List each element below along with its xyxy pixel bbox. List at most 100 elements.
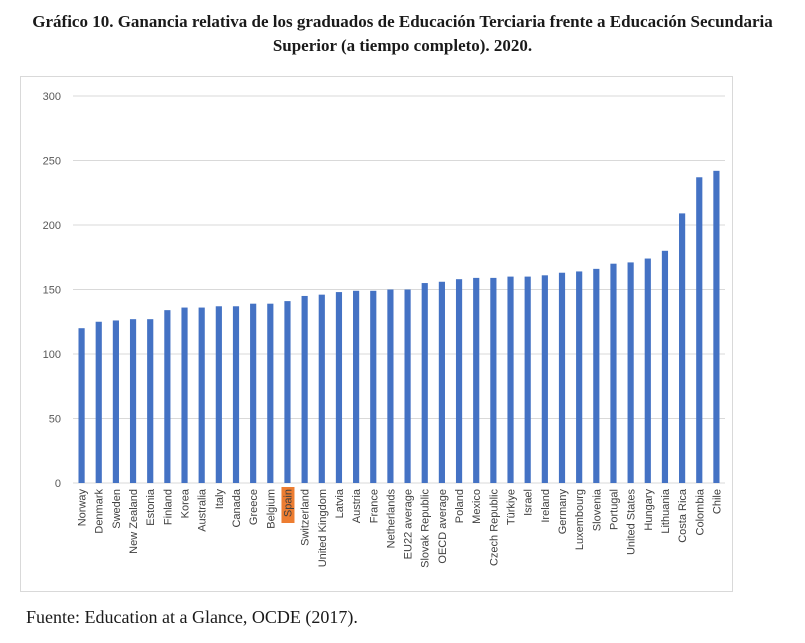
y-tick-label: 250 bbox=[43, 156, 61, 168]
category-label: Finland bbox=[162, 489, 174, 525]
y-axis: 0 50 100 150 200 250 300 bbox=[43, 91, 61, 490]
category-label-group: Czech Republic bbox=[488, 489, 500, 567]
category-label-group: United Kingdom bbox=[317, 489, 329, 567]
bar-chile bbox=[713, 170, 720, 483]
category-label: Mexico bbox=[471, 489, 483, 524]
category-label: Korea bbox=[180, 488, 192, 518]
category-label: United Kingdom bbox=[317, 489, 329, 567]
bar-latvia bbox=[335, 292, 343, 483]
category-label-group: Sweden bbox=[111, 489, 123, 529]
category-label: Belgium bbox=[265, 489, 277, 529]
category-label-group: United States bbox=[626, 489, 638, 556]
category-label-group: Greece bbox=[248, 489, 260, 525]
bar-france bbox=[370, 290, 377, 483]
bar-slovenia bbox=[593, 268, 600, 483]
category-label-group: Slovenia bbox=[591, 488, 603, 531]
category-label-group: New Zealand bbox=[128, 489, 140, 554]
category-label: Colombia bbox=[694, 488, 706, 535]
chart-frame: 0 50 100 150 200 250 300 Norway Denmark Sweden Ne… bbox=[20, 76, 733, 592]
category-label: Austria bbox=[351, 488, 363, 523]
category-label: Lithuania bbox=[660, 488, 672, 534]
category-label: France bbox=[368, 489, 380, 523]
bar-canada bbox=[232, 306, 240, 483]
bar-spain bbox=[284, 301, 291, 483]
chart-title: Gráfico 10. Ganancia relativa de los gra… bbox=[32, 12, 773, 55]
category-label: Switzerland bbox=[300, 489, 312, 546]
bar-eu22-average bbox=[404, 289, 411, 483]
category-label-group: Denmark bbox=[94, 489, 106, 534]
category-label: Estonia bbox=[145, 488, 157, 526]
category-label: Poland bbox=[454, 489, 466, 523]
category-label-group: Spain bbox=[281, 487, 295, 523]
bar-costa-rica bbox=[679, 213, 686, 483]
bar-switzerland bbox=[301, 295, 308, 483]
bar-belgium bbox=[267, 303, 274, 483]
bar-luxembourg bbox=[576, 271, 583, 483]
category-label-group: Netherlands bbox=[385, 489, 397, 549]
bar-korea bbox=[181, 307, 188, 483]
bar-lithuania bbox=[661, 250, 669, 483]
category-label-group: Germany bbox=[557, 489, 569, 535]
bar-denmark bbox=[95, 321, 102, 483]
category-label-group: Austria bbox=[351, 488, 363, 523]
category-label-group: Poland bbox=[454, 489, 466, 523]
bar-finland bbox=[164, 310, 171, 483]
y-tick-label: 0 bbox=[55, 478, 61, 490]
category-label-group: Ireland bbox=[540, 489, 552, 523]
category-label-group: Norway bbox=[77, 489, 89, 527]
bar-netherlands bbox=[387, 289, 394, 483]
bar-ireland bbox=[541, 275, 548, 483]
category-label-group: France bbox=[368, 489, 380, 523]
category-label-group: Chile bbox=[711, 489, 723, 514]
bar-portugal bbox=[610, 263, 617, 483]
category-label-group: Portugal bbox=[608, 489, 620, 530]
category-label: Türkiye bbox=[506, 489, 518, 525]
category-label: Costa Rica bbox=[677, 488, 689, 543]
y-tick-label: 100 bbox=[43, 349, 61, 361]
category-label: Germany bbox=[557, 489, 569, 535]
category-label-group: Switzerland bbox=[300, 489, 312, 546]
bar-greece bbox=[250, 303, 257, 483]
category-label: Greece bbox=[248, 489, 260, 525]
category-label-group: Hungary bbox=[643, 489, 655, 531]
category-label: Canada bbox=[231, 488, 243, 527]
bar-t-rkiye bbox=[507, 276, 514, 483]
category-label-group: Türkiye bbox=[506, 489, 518, 525]
category-label: Portugal bbox=[608, 489, 620, 530]
category-label: OECD average bbox=[437, 489, 449, 564]
category-label-group: Finland bbox=[162, 489, 174, 525]
category-label: Latvia bbox=[334, 488, 346, 518]
category-label-group: Canada bbox=[231, 488, 243, 527]
bar-new-zealand bbox=[129, 319, 137, 483]
category-label-group: OECD average bbox=[437, 489, 449, 564]
category-label: Italy bbox=[214, 489, 226, 510]
category-label-group: Belgium bbox=[265, 489, 277, 529]
category-label-group: Slovak Republic bbox=[420, 489, 432, 568]
category-label: New Zealand bbox=[128, 489, 140, 554]
category-label: Hungary bbox=[643, 489, 655, 531]
category-label: Sweden bbox=[111, 489, 123, 529]
bar-oecd-average bbox=[438, 281, 445, 483]
category-label-group: Lithuania bbox=[660, 488, 672, 534]
category-labels: Norway Denmark Sweden New Zealand Estonia Fin… bbox=[77, 487, 723, 568]
bar-slovak-republic bbox=[421, 283, 428, 483]
category-label: Australia bbox=[197, 488, 209, 532]
category-label: Denmark bbox=[94, 489, 106, 534]
category-label: Czech Republic bbox=[488, 489, 500, 567]
category-label-group: Korea bbox=[180, 488, 192, 518]
category-label-group: Israel bbox=[523, 489, 535, 516]
bar-sweden bbox=[112, 320, 119, 483]
category-label: Slovenia bbox=[591, 488, 603, 531]
category-label: Israel bbox=[523, 489, 535, 516]
category-label-group: Mexico bbox=[471, 489, 483, 524]
bar-austria bbox=[353, 290, 360, 483]
bar-germany bbox=[558, 272, 566, 483]
category-label: Ireland bbox=[540, 489, 552, 523]
y-tick-label: 200 bbox=[43, 220, 61, 232]
bar-hungary bbox=[644, 258, 651, 483]
bar-israel bbox=[524, 276, 531, 483]
y-tick-label: 300 bbox=[43, 91, 61, 103]
category-label: Netherlands bbox=[385, 489, 397, 549]
bar-united-states bbox=[627, 262, 634, 483]
gridlines bbox=[73, 95, 725, 484]
